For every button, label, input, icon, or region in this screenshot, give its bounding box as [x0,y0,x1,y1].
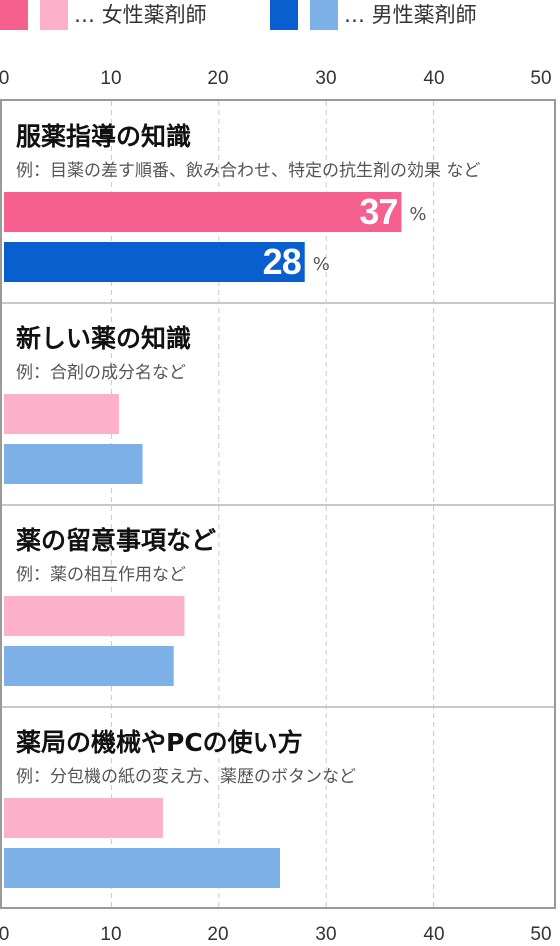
legend-female-dark-swatch [0,0,28,30]
category-title: 服薬指導の知識 [16,122,192,151]
top-tick-0: 0 [0,68,10,89]
percent-unit-label: % [312,254,330,275]
bottom-tick-50: 50 [530,924,552,945]
category-title: 新しい薬の知識 [16,324,192,353]
bottom-tick-40: 40 [423,924,445,945]
bottom-tick-0: 0 [0,924,10,945]
female-bar [4,192,402,232]
chart-frame [0,99,556,909]
category-title: 薬局の機械やPCの使い方 [16,728,303,757]
male-bar [4,242,305,282]
top-tick-10: 10 [100,68,122,89]
male-bar [4,444,143,484]
top-tick-20: 20 [207,68,229,89]
category-title: 薬の留意事項など [16,526,217,555]
male-bar [4,646,174,686]
category-note: 例：合剤の成分名など [16,363,186,383]
female-bar [4,798,163,838]
female-bar [4,394,119,434]
legend-male-label: … 男性薬剤師 [344,3,477,27]
percent-unit-label: % [409,204,427,225]
category-note: 例：分包機の紙の変え方、薬歴のボタンなど [16,767,356,787]
top-tick-50: 50 [530,68,552,89]
top-tick-40: 40 [423,68,445,89]
bottom-tick-20: 20 [207,924,229,945]
legend-female-label: … 女性薬剤師 [74,3,207,27]
female-bar [4,596,185,636]
category-note: 例：目薬の差す順番、飲み合わせ、特定の抗生剤の効果 など [16,161,481,181]
male-bar-value-label: 28 [262,241,302,282]
male-bar [4,848,281,888]
legend-male-light-swatch [310,0,338,30]
legend: … 女性薬剤師 … 男性薬剤師 [0,0,560,36]
female-bar-value-label: 37 [359,191,398,232]
bottom-tick-30: 30 [315,924,337,945]
top-tick-30: 30 [315,68,337,89]
category-note: 例：薬の相互作用など [16,565,186,585]
bottom-tick-10: 10 [100,924,122,945]
legend-female-light-swatch [40,0,68,30]
legend-male-dark-swatch [270,0,298,30]
